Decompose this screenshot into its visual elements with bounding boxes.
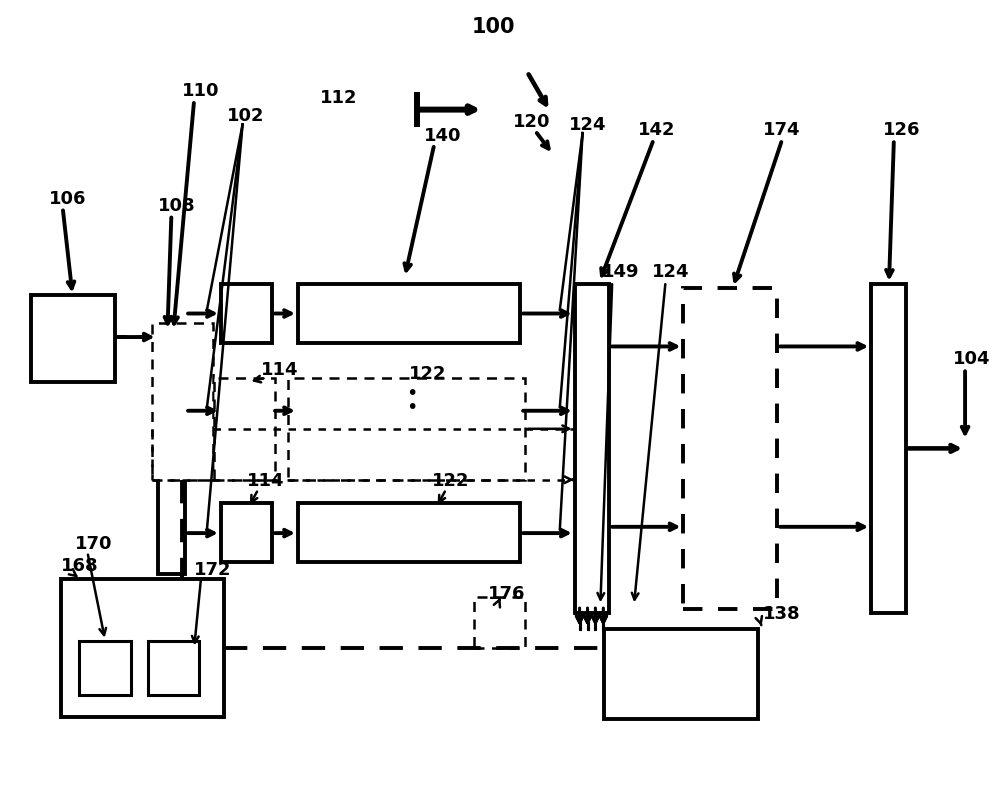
Text: 106: 106 [49, 190, 86, 208]
Bar [871, 283, 906, 613]
Text: 174: 174 [762, 121, 800, 139]
Bar [474, 597, 525, 648]
Text: 140: 140 [424, 127, 462, 145]
Text: 110: 110 [182, 83, 220, 100]
Text: 172: 172 [194, 561, 232, 579]
Bar [288, 378, 525, 480]
Bar [148, 641, 199, 696]
Text: 102: 102 [227, 106, 264, 124]
Bar [221, 382, 272, 441]
Text: 124: 124 [569, 116, 606, 134]
Bar [61, 579, 224, 717]
Bar [158, 331, 185, 574]
Bar [221, 504, 272, 562]
Bar [152, 323, 213, 480]
Text: 168: 168 [61, 556, 98, 575]
Text: 120: 120 [513, 113, 551, 131]
Text: 122: 122 [409, 365, 446, 383]
Text: 176: 176 [488, 585, 525, 603]
Bar [221, 283, 272, 342]
Text: 104: 104 [953, 349, 991, 368]
Text: 126: 126 [883, 121, 921, 139]
Text: 124: 124 [652, 264, 689, 282]
Text: 112: 112 [320, 90, 357, 107]
Text: 170: 170 [75, 535, 112, 552]
Bar [575, 283, 609, 613]
Text: 114: 114 [261, 360, 299, 379]
Text: 142: 142 [638, 121, 675, 139]
Text: 108: 108 [158, 197, 195, 215]
Text: 114: 114 [247, 472, 284, 490]
Text: 122: 122 [432, 472, 470, 490]
Bar [298, 283, 520, 342]
Bar [214, 378, 275, 480]
Bar [683, 287, 777, 609]
Bar [31, 295, 115, 382]
Text: 138: 138 [762, 605, 800, 623]
Text: 100: 100 [472, 17, 515, 37]
Text: •: • [406, 384, 417, 403]
Bar [298, 382, 520, 441]
Text: •: • [406, 398, 417, 417]
Bar [298, 504, 520, 562]
Bar [79, 641, 131, 696]
Text: 149: 149 [602, 264, 640, 282]
Bar [604, 629, 758, 719]
